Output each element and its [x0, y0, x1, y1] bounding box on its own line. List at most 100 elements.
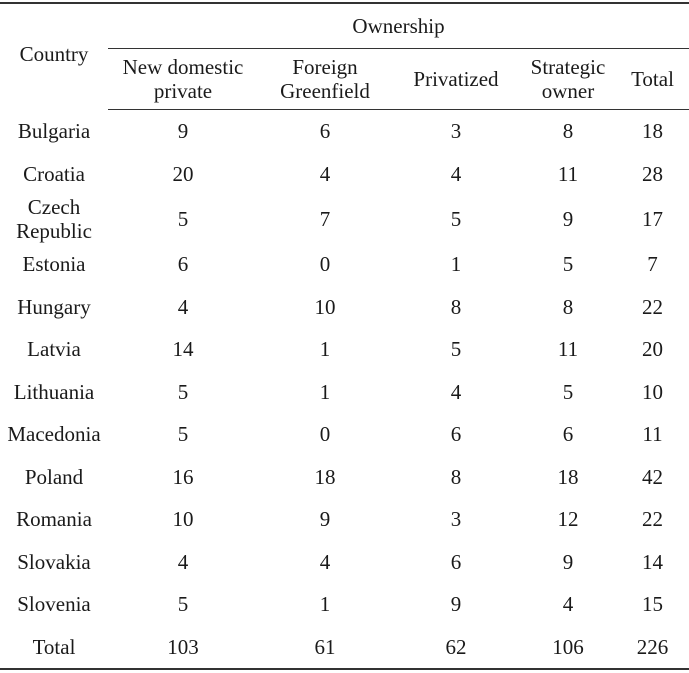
cell-total: 10	[642, 379, 663, 404]
country-name: Lithuania	[13, 379, 95, 404]
cell-foreign-greenfield: 4	[319, 549, 331, 574]
table-body: Bulgaria 9 6 3 8 18 Croatia 20 4 4 11 28 Czech Repub…	[0, 110, 689, 670]
cell-total: 18	[642, 119, 663, 144]
cell-new-domestic-private: 5	[177, 592, 189, 617]
cell-privatized: 9	[450, 592, 462, 617]
cell-new-domestic-private: 16	[172, 464, 194, 489]
country-cell: Lithuania	[0, 371, 108, 414]
cell-strategic-owner: 11	[557, 161, 579, 186]
column-header-label: Foreign Greenfield	[280, 55, 370, 103]
cell-foreign-greenfield: 0	[319, 422, 331, 447]
country-name: Bulgaria	[17, 119, 91, 143]
cell-strategic-owner: 5	[562, 252, 574, 277]
country-name: Hungary	[17, 294, 91, 319]
country-cell: Macedonia	[0, 413, 108, 456]
cell-new-domestic-private: 5	[177, 207, 189, 231]
cell-privatized: 62	[392, 625, 520, 670]
column-header-new-domestic-private: New domestic private	[108, 48, 258, 110]
cell-privatized: 4	[450, 379, 462, 404]
cell-strategic-owner: 6	[562, 422, 574, 447]
country-name: Latvia	[27, 337, 81, 362]
cell-total: 11	[642, 422, 663, 447]
country-name: Slovakia	[17, 549, 91, 574]
table-total-row: Total 103 61 62 106 226	[0, 625, 689, 670]
cell-total: 22	[642, 507, 663, 532]
cell-foreign-greenfield: 18	[314, 464, 336, 489]
cell-foreign-greenfield: 10	[314, 294, 336, 319]
country-cell: Bulgaria	[0, 110, 108, 153]
cell-privatized: 6	[450, 422, 462, 447]
table-row: Slovenia 5 1 9 4 15	[0, 583, 689, 626]
country-cell: Slovenia	[0, 583, 108, 626]
table-row: Lithuania 5 1 4 5 10	[0, 371, 689, 414]
cell-privatized: 6	[450, 549, 462, 574]
table-row: Bulgaria 9 6 3 8 18	[0, 110, 689, 153]
cell-strategic-owner: 5	[562, 379, 574, 404]
header-group-row: Country Ownership	[0, 2, 689, 110]
cell-strategic-owner: 12	[557, 507, 579, 532]
country-name: Poland	[24, 464, 84, 489]
cell-total: 20	[642, 337, 663, 362]
cell-total: 15	[642, 592, 663, 617]
table-row: Poland 16 18 8 18 42	[0, 456, 689, 499]
country-name: Macedonia	[7, 422, 101, 447]
cell-new-domestic-private: 103	[108, 625, 258, 670]
cell-new-domestic-private: 9	[177, 119, 189, 144]
column-header-strategic-owner: Strategic owner	[520, 48, 616, 110]
cell-total: 17	[642, 207, 663, 231]
cell-foreign-greenfield: 1	[319, 592, 331, 617]
cell-total: 226	[616, 625, 689, 670]
column-header-label: Total	[631, 67, 674, 91]
column-header-foreign-greenfield: Foreign Greenfield	[258, 48, 392, 110]
cell-privatized: 1	[450, 252, 462, 277]
cell-privatized: 5	[450, 207, 462, 231]
column-header-total: Total	[616, 48, 689, 110]
table-row: Romania 10 9 3 12 22	[0, 498, 689, 541]
cell-new-domestic-private: 5	[177, 379, 189, 404]
cell-total: 22	[642, 294, 663, 319]
cell-new-domestic-private: 4	[177, 294, 189, 319]
country-name: Czech Republic	[16, 195, 92, 243]
column-header-label: Strategic owner	[530, 55, 606, 103]
cell-strategic-owner: 9	[562, 549, 574, 574]
cell-privatized: 8	[450, 294, 462, 319]
cell-foreign-greenfield: 4	[319, 161, 331, 186]
cell-strategic-owner: 18	[557, 464, 579, 489]
table-row: Czech Republic 5 7 5 9 17	[0, 195, 689, 243]
column-header-label: New domestic private	[122, 55, 244, 103]
cell-foreign-greenfield: 7	[319, 207, 331, 231]
cell-privatized: 5	[450, 337, 462, 362]
country-name: Estonia	[22, 252, 86, 277]
country-name: Croatia	[23, 161, 85, 186]
cell-privatized: 3	[450, 507, 462, 532]
table-row: Slovakia 4 4 6 9 14	[0, 541, 689, 584]
column-header-label: Privatized	[413, 67, 499, 91]
cell-new-domestic-private: 10	[172, 507, 194, 532]
cell-strategic-owner: 106	[520, 625, 616, 670]
cell-total: 14	[642, 549, 663, 574]
cell-new-domestic-private: 4	[177, 549, 189, 574]
country-cell: Poland	[0, 456, 108, 499]
cell-total: 7	[647, 252, 658, 277]
country-name: Total	[32, 634, 76, 659]
ownership-group-header: Ownership	[108, 2, 689, 49]
cell-foreign-greenfield: 1	[319, 337, 331, 362]
header-columns-row: New domestic private Foreign Greenfield …	[0, 48, 689, 110]
cell-new-domestic-private: 14	[172, 337, 194, 362]
country-name: Slovenia	[17, 592, 91, 617]
country-cell: Croatia	[0, 153, 108, 196]
country-cell: Total	[0, 625, 108, 670]
table-row: Estonia 6 0 1 5 7	[0, 243, 689, 286]
cell-foreign-greenfield: 6	[319, 119, 331, 144]
cell-total: 42	[642, 464, 663, 489]
country-name: Romania	[16, 507, 92, 532]
cell-foreign-greenfield: 0	[319, 252, 331, 277]
table-row: Croatia 20 4 4 11 28	[0, 153, 689, 196]
cell-strategic-owner: 8	[562, 119, 574, 144]
cell-privatized: 8	[450, 464, 462, 489]
cell-total: 28	[642, 161, 663, 186]
cell-new-domestic-private: 6	[177, 252, 189, 277]
table-row: Macedonia 5 0 6 6 11	[0, 413, 689, 456]
country-cell: Estonia	[0, 243, 108, 286]
